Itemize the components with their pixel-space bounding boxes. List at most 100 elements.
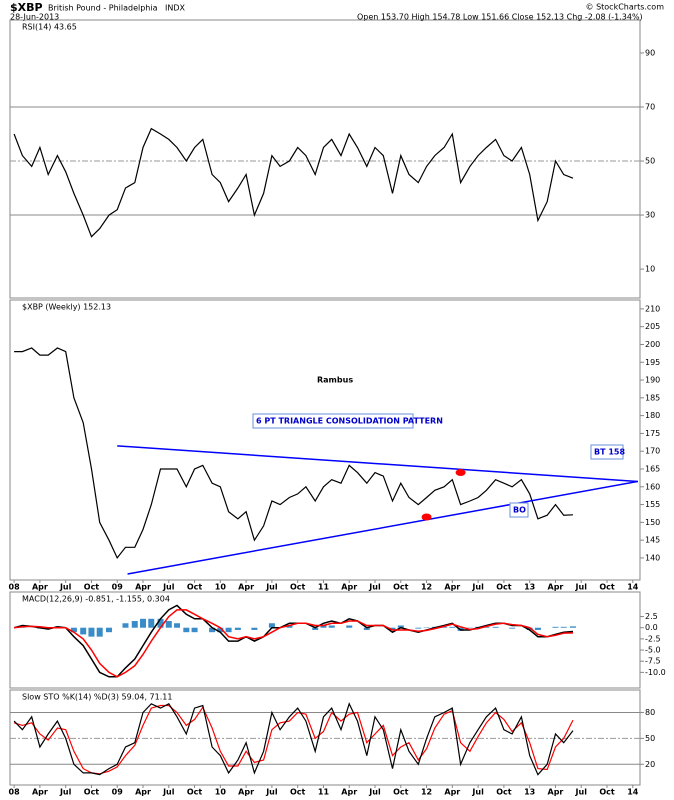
histogram-bar (526, 627, 533, 630)
histogram-bar (157, 618, 164, 628)
x-tick-label: Oct (187, 788, 203, 797)
x-tick-label: Jul (162, 788, 175, 797)
histogram-bar (346, 625, 353, 628)
x-tick-label: 08 (9, 788, 21, 797)
histogram-bar (449, 626, 456, 628)
y-tick-label: -10.0 (645, 668, 666, 677)
x-tick-label: Oct (496, 583, 512, 592)
symbol-name: British Pound - Philadelphia (48, 4, 158, 13)
histogram-bar (96, 627, 103, 637)
histogram-bar (80, 627, 87, 635)
annotation-box (509, 502, 529, 518)
marker (455, 469, 466, 477)
y-tick-label: 70 (645, 102, 655, 111)
histogram-bar (569, 626, 576, 628)
x-tick-label: 10 (215, 583, 227, 592)
x-tick-label: Oct (84, 583, 100, 592)
symbol: $XBP (10, 1, 43, 14)
histogram-bar (560, 626, 567, 628)
y-tick-label: -5.0 (645, 646, 661, 655)
panel-frame (9, 689, 641, 786)
quote: Open 153.70 High 154.78 Low 151.66 Close… (357, 13, 643, 22)
annotation: 6 PT TRIANGLE CONSOLIDATION PATTERN (256, 417, 443, 426)
x-tick-label: 08 (9, 583, 21, 592)
y-tick-label: 155 (645, 500, 660, 509)
histogram-bar (122, 623, 129, 628)
histogram-bar (312, 627, 319, 630)
y-tick-label: -2.5 (645, 634, 661, 643)
x-tick-label: 09 (112, 788, 124, 797)
histogram-bar (140, 618, 147, 628)
series-line (13, 604, 574, 678)
panel-title: Slow STO %K(14) %D(3) 59.04, 71.11 (22, 693, 172, 702)
y-tick-label: 90 (645, 48, 655, 57)
trendline (127, 480, 639, 575)
x-tick-label: Oct (393, 788, 409, 797)
x-tick-label: 12 (421, 788, 432, 797)
y-tick-label: 140 (645, 553, 660, 562)
histogram-bar (209, 627, 216, 633)
y-tick-label: 50 (645, 157, 655, 166)
y-tick-label: 10 (645, 265, 655, 274)
x-tick-label: Apr (135, 583, 151, 592)
y-tick-label: 80 (645, 708, 655, 717)
y-tick-label: 205 (645, 322, 660, 331)
histogram-bar (552, 626, 559, 628)
x-tick-label: Jul (575, 583, 588, 592)
y-tick-label: 145 (645, 536, 660, 545)
histogram-bar (534, 627, 541, 630)
y-tick-label: 160 (645, 482, 660, 491)
histogram-bar (268, 623, 275, 628)
x-tick-label: Oct (290, 583, 306, 592)
y-tick-label: 165 (645, 464, 660, 473)
panel-frame (9, 19, 641, 299)
annotation-box (590, 444, 624, 460)
x-tick-label: 14 (627, 788, 639, 797)
x-tick-label: 14 (627, 583, 639, 592)
panel-title: RSI(14) 43.65 (22, 23, 77, 32)
x-tick-label: 11 (318, 583, 330, 592)
histogram-bar (509, 627, 516, 629)
y-tick-label: 2.5 (645, 612, 658, 621)
histogram-bar (70, 627, 77, 633)
x-tick-label: Apr (238, 583, 254, 592)
x-tick-label: Jul (59, 788, 72, 797)
x-tick-label: 12 (421, 583, 432, 592)
x-tick-label: Jul (471, 583, 484, 592)
x-tick-label: Jul (471, 788, 484, 797)
series-line (13, 702, 574, 776)
histogram-bar (183, 627, 190, 633)
x-tick-label: 11 (318, 788, 330, 797)
histogram-bar (131, 621, 138, 628)
histogram-bar (105, 627, 112, 633)
exchange: INDX (165, 4, 186, 13)
x-tick-label: Jul (59, 583, 72, 592)
annotation: BO (513, 506, 526, 515)
series-line (13, 704, 574, 775)
x-tick-label: Apr (444, 583, 460, 592)
annotation-box (252, 413, 414, 429)
panel-frame (9, 299, 641, 581)
credit: © StockCharts.com (586, 3, 665, 12)
histogram-bar (251, 627, 258, 630)
y-tick-label: 0.0 (645, 623, 658, 632)
x-tick-label: Jul (368, 583, 381, 592)
y-tick-label: 195 (645, 358, 660, 367)
x-tick-label: Apr (32, 583, 48, 592)
annotation: Rambus (317, 376, 353, 385)
panel-frame (9, 591, 641, 689)
y-tick-label: 190 (645, 376, 660, 385)
x-tick-label: Jul (162, 583, 175, 592)
histogram-bar (492, 626, 499, 628)
y-tick-label: 200 (645, 340, 660, 349)
histogram-bar (165, 621, 172, 628)
series-line (13, 127, 574, 238)
histogram-bar (234, 627, 241, 630)
x-tick-label: Apr (238, 788, 254, 797)
histogram-bar (217, 627, 224, 633)
histogram-bar (320, 625, 327, 628)
histogram-bar (174, 623, 181, 628)
x-tick-label: Oct (84, 788, 100, 797)
